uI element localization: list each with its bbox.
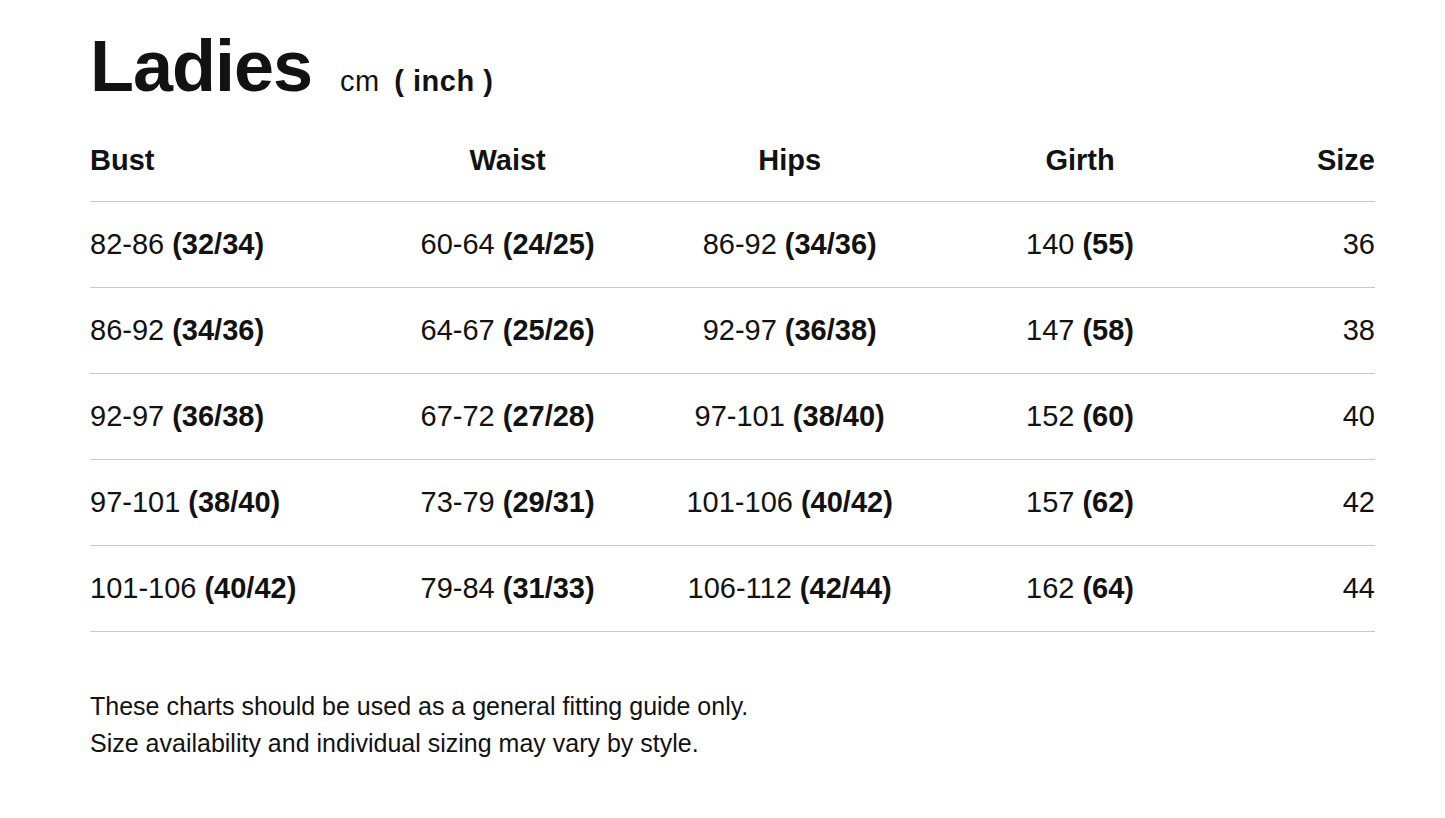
value-cm: 42 <box>1343 486 1375 518</box>
value-cm: 97-101 <box>90 486 180 518</box>
value-inch: (29/31) <box>503 486 595 518</box>
units-label: cm ( inch ) <box>340 65 493 98</box>
value-inch: (40/42) <box>204 572 296 604</box>
column-header-hips: Hips <box>670 144 910 202</box>
table-cell-waist: 79-84(31/33) <box>346 546 670 632</box>
value-inch: (31/33) <box>503 572 595 604</box>
table-cell-girth: 140(55) <box>910 202 1251 288</box>
table-row: 86-92(34/36)64-67(25/26)92-97(36/38)147(… <box>90 288 1375 374</box>
value-inch: (27/28) <box>503 400 595 432</box>
value-cm: 162 <box>1026 572 1074 604</box>
table-row: 92-97(36/38)67-72(27/28)97-101(38/40)152… <box>90 374 1375 460</box>
value-cm: 86-92 <box>90 314 164 346</box>
table-cell-waist: 67-72(27/28) <box>346 374 670 460</box>
value-inch: (40/42) <box>801 486 893 518</box>
column-header-waist: Waist <box>346 144 670 202</box>
disclaimer-line-2: Size availability and individual sizing … <box>90 725 1375 762</box>
table-cell-girth: 162(64) <box>910 546 1251 632</box>
value-cm: 36 <box>1343 228 1375 260</box>
disclaimer-line-1: These charts should be used as a general… <box>90 688 1375 725</box>
column-header-girth: Girth <box>910 144 1251 202</box>
table-cell-size: 40 <box>1250 374 1375 460</box>
value-cm: 38 <box>1343 314 1375 346</box>
value-cm: 157 <box>1026 486 1074 518</box>
table-cell-bust: 97-101(38/40) <box>90 460 346 546</box>
value-cm: 73-79 <box>421 486 495 518</box>
size-chart-page: Ladies cm ( inch ) BustWaistHipsGirthSiz… <box>0 0 1445 762</box>
value-inch: (58) <box>1082 314 1134 346</box>
value-inch: (36/38) <box>785 314 877 346</box>
value-cm: 101-106 <box>686 486 792 518</box>
value-cm: 152 <box>1026 400 1074 432</box>
value-cm: 86-92 <box>703 228 777 260</box>
table-cell-hips: 92-97(36/38) <box>670 288 910 374</box>
value-cm: 147 <box>1026 314 1074 346</box>
value-inch: (34/36) <box>785 228 877 260</box>
table-cell-bust: 82-86(32/34) <box>90 202 346 288</box>
disclaimer-note: These charts should be used as a general… <box>90 688 1375 762</box>
table-cell-bust: 92-97(36/38) <box>90 374 346 460</box>
value-cm: 60-64 <box>421 228 495 260</box>
size-table: BustWaistHipsGirthSize 82-86(32/34)60-64… <box>90 144 1375 632</box>
table-row: 97-101(38/40)73-79(29/31)101-106(40/42)1… <box>90 460 1375 546</box>
value-cm: 44 <box>1343 572 1375 604</box>
table-cell-size: 44 <box>1250 546 1375 632</box>
table-row: 82-86(32/34)60-64(24/25)86-92(34/36)140(… <box>90 202 1375 288</box>
value-inch: (62) <box>1082 486 1134 518</box>
value-cm: 106-112 <box>688 572 792 604</box>
table-cell-waist: 64-67(25/26) <box>346 288 670 374</box>
table-cell-bust: 86-92(34/36) <box>90 288 346 374</box>
value-cm: 79-84 <box>421 572 495 604</box>
table-cell-girth: 147(58) <box>910 288 1251 374</box>
value-inch: (42/44) <box>800 572 892 604</box>
value-cm: 92-97 <box>703 314 777 346</box>
chart-header: Ladies cm ( inch ) <box>90 24 1375 108</box>
table-cell-hips: 86-92(34/36) <box>670 202 910 288</box>
unit-inch-label: ( inch ) <box>394 65 493 97</box>
table-cell-hips: 101-106 (40/42) <box>670 460 910 546</box>
value-inch: (55) <box>1082 228 1134 260</box>
table-cell-bust: 101-106(40/42) <box>90 546 346 632</box>
value-inch: (36/38) <box>172 400 264 432</box>
value-cm: 64-67 <box>421 314 495 346</box>
value-inch: (64) <box>1082 572 1134 604</box>
unit-cm-label: cm <box>340 65 380 97</box>
table-cell-hips: 106-112(42/44) <box>670 546 910 632</box>
value-cm: 40 <box>1343 400 1375 432</box>
table-cell-size: 38 <box>1250 288 1375 374</box>
value-inch: (24/25) <box>503 228 595 260</box>
table-cell-size: 36 <box>1250 202 1375 288</box>
value-inch: (25/26) <box>503 314 595 346</box>
value-inch: (32/34) <box>172 228 264 260</box>
table-cell-girth: 152(60) <box>910 374 1251 460</box>
table-cell-girth: 157(62) <box>910 460 1251 546</box>
table-header-row: BustWaistHipsGirthSize <box>90 144 1375 202</box>
table-cell-waist: 73-79(29/31) <box>346 460 670 546</box>
table-cell-waist: 60-64(24/25) <box>346 202 670 288</box>
column-header-bust: Bust <box>90 144 346 202</box>
column-header-size: Size <box>1250 144 1375 202</box>
value-cm: 67-72 <box>421 400 495 432</box>
value-inch: (34/36) <box>172 314 264 346</box>
value-inch: (38/40) <box>793 400 885 432</box>
table-cell-size: 42 <box>1250 460 1375 546</box>
value-cm: 82-86 <box>90 228 164 260</box>
table-body: 82-86(32/34)60-64(24/25)86-92(34/36)140(… <box>90 202 1375 632</box>
value-cm: 140 <box>1026 228 1074 260</box>
table-row: 101-106(40/42)79-84(31/33)106-112(42/44)… <box>90 546 1375 632</box>
value-inch: (38/40) <box>188 486 280 518</box>
value-cm: 97-101 <box>695 400 785 432</box>
value-cm: 101-106 <box>90 572 196 604</box>
table-cell-hips: 97-101(38/40) <box>670 374 910 460</box>
value-inch: (60) <box>1082 400 1134 432</box>
page-title: Ladies <box>90 24 312 108</box>
value-cm: 92-97 <box>90 400 164 432</box>
